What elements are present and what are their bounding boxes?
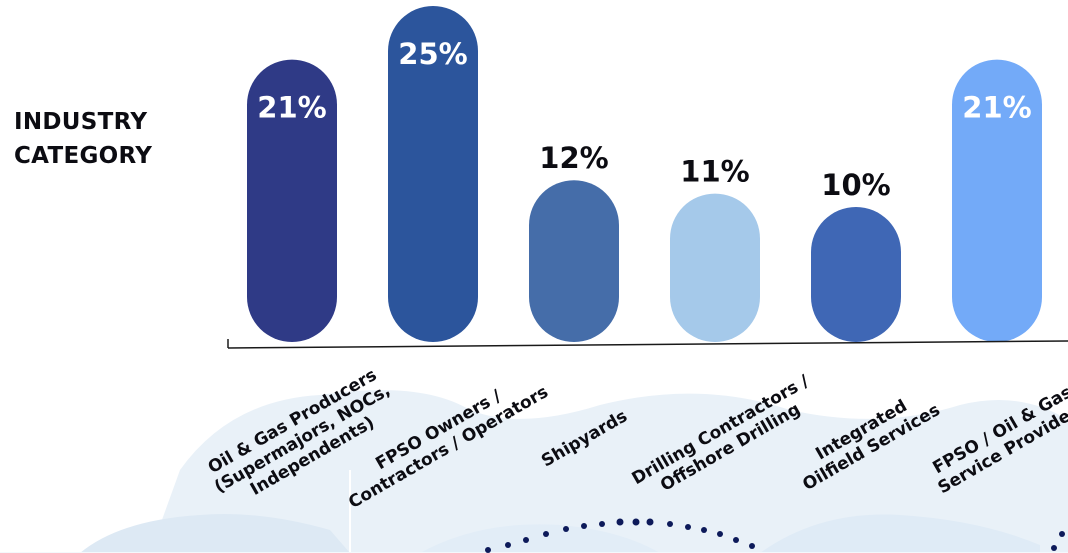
data-label-6: 21% [962, 91, 1031, 125]
bar-6 [952, 59, 1042, 342]
bar-1 [247, 59, 337, 342]
data-label-2: 25% [398, 37, 467, 71]
data-label-1: 21% [257, 91, 326, 125]
title-line-1: INDUSTRY [14, 109, 148, 135]
data-label-3: 12% [539, 141, 608, 175]
bar-4 [670, 193, 760, 342]
bar-2 [388, 6, 478, 342]
title-line-2: CATEGORY [14, 143, 153, 169]
category-label-3: Shipyards [538, 406, 631, 471]
bar-3 [529, 180, 619, 342]
x-axis-line [227, 340, 1068, 349]
data-label-4: 11% [680, 155, 749, 189]
category-label-1-line-2: (Supermajors, NOCs, [211, 380, 394, 497]
category-labels-layer: Oil & Gas Producers(Supermajors, NOCs,In… [205, 365, 1068, 513]
dotted-route-decoration [485, 518, 1065, 553]
category-label-4: Drilling Contractors /Offshore Drilling [629, 371, 814, 496]
category-label-3-line-1: Shipyards [538, 406, 631, 471]
bar-5 [811, 207, 901, 342]
category-label-4-line-1: Drilling Contractors / [629, 371, 814, 489]
data-label-5: 10% [821, 168, 890, 202]
bars-layer: 21% 25% 12% 11% 10% 21% [247, 6, 1042, 342]
chart-title: INDUSTRY CATEGORY [14, 105, 152, 173]
